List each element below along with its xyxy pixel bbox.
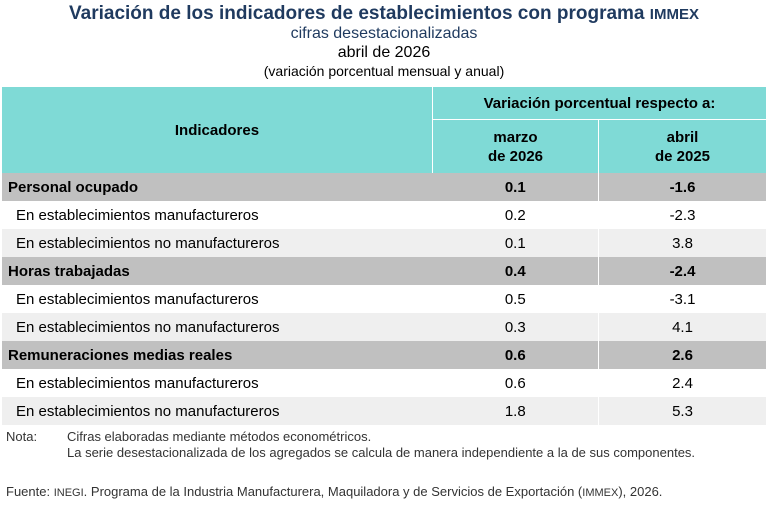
- col-header-month-line-1: marzo: [493, 128, 538, 146]
- notes-line-2: La serie desestacionalizada de los agreg…: [67, 445, 696, 460]
- value-year: 5.3: [598, 397, 766, 425]
- value-year: 2.4: [598, 369, 766, 397]
- col-header-month-line-2: de 2026: [487, 147, 544, 165]
- value-year: 2.6: [598, 341, 766, 369]
- value-month: 0.3: [432, 313, 599, 341]
- value-month: 0.5: [432, 285, 599, 313]
- table-row: En establecimientos no manufactureros 0.1…: [2, 229, 766, 257]
- value-month: 0.1: [432, 229, 599, 257]
- notes: Nota: Cifras elaboradas mediante métodos…: [6, 429, 764, 461]
- title-tag: IMMEX: [649, 6, 699, 23]
- value-year: -2.4: [598, 257, 766, 285]
- indicators-table: Indicadores Variación porcentual respect…: [2, 87, 766, 425]
- row-label: En establecimientos manufactureros: [2, 369, 433, 397]
- table-row: En establecimientos manufactureros 0.2 -2.…: [2, 201, 766, 229]
- source: Fuente: INEGI. Programa de la Industria …: [6, 484, 766, 501]
- col-header-year-line-2: de 2025: [654, 147, 711, 165]
- source-tag: IMMEX: [582, 487, 619, 499]
- value-year: 4.1: [598, 313, 766, 341]
- value-month: 0.1: [432, 173, 599, 201]
- value-year: -1.6: [598, 173, 766, 201]
- title-main: Variación de los indicadores de establec…: [69, 3, 645, 24]
- value-year: 3.8: [598, 229, 766, 257]
- row-label: En establecimientos no manufactureros: [2, 229, 433, 257]
- row-label: En establecimientos no manufactureros: [2, 313, 433, 341]
- col-header-year-line-1: abril: [666, 128, 699, 146]
- value-month: 0.6: [432, 341, 599, 369]
- table-group-row: Horas trabajadas 0.4 -2.4: [2, 257, 766, 285]
- col-header-indicators: Indicadores: [2, 87, 433, 173]
- table-row: En establecimientos no manufactureros 1.8…: [2, 397, 766, 425]
- source-org: INEGI: [53, 487, 84, 499]
- row-label: En establecimientos no manufactureros: [2, 397, 433, 425]
- row-label: Remuneraciones medias reales: [2, 341, 433, 369]
- value-month: 0.6: [432, 369, 599, 397]
- subtitle: cifras desestacionalizadas: [290, 25, 478, 42]
- source-label: Fuente:: [6, 484, 51, 499]
- row-label: Personal ocupado: [2, 173, 433, 201]
- table-group-row: Personal ocupado 0.1 -1.6: [2, 173, 766, 201]
- notes-line-1: Cifras elaboradas mediante métodos econo…: [67, 429, 372, 444]
- value-year: -2.3: [598, 201, 766, 229]
- value-month: 1.8: [432, 397, 599, 425]
- table-row: En establecimientos manufactureros 0.5 -3.…: [2, 285, 766, 313]
- row-label: Horas trabajadas: [2, 257, 433, 285]
- source-end: ), 2026.: [618, 484, 663, 499]
- value-year: -3.1: [598, 285, 766, 313]
- col-header-month: marzo de 2026: [432, 119, 599, 173]
- col-header-year: abril de 2025: [598, 119, 766, 173]
- value-month: 0.2: [432, 201, 599, 229]
- value-month: 0.4: [432, 257, 599, 285]
- page-title: Variación de los indicadores de establec…: [0, 3, 768, 26]
- col-header-variation: Variación porcentual respecto a:: [432, 87, 766, 120]
- notes-label: Nota:: [6, 429, 38, 444]
- period: abril de 2026: [337, 44, 431, 61]
- source-text: . Programa de la Industria Manufacturera…: [83, 484, 583, 499]
- units: (variación porcentual mensual y anual): [263, 63, 505, 79]
- table-body: Personal ocupado 0.1 -1.6 En establecimient…: [2, 173, 766, 425]
- row-label: En establecimientos manufactureros: [2, 285, 433, 313]
- table-group-row: Remuneraciones medias reales 0.6 2.6: [2, 341, 766, 369]
- table-row: En establecimientos no manufactureros 0.3…: [2, 313, 766, 341]
- table-row: En establecimientos manufactureros 0.6 2.4: [2, 369, 766, 397]
- row-label: En establecimientos manufactureros: [2, 201, 433, 229]
